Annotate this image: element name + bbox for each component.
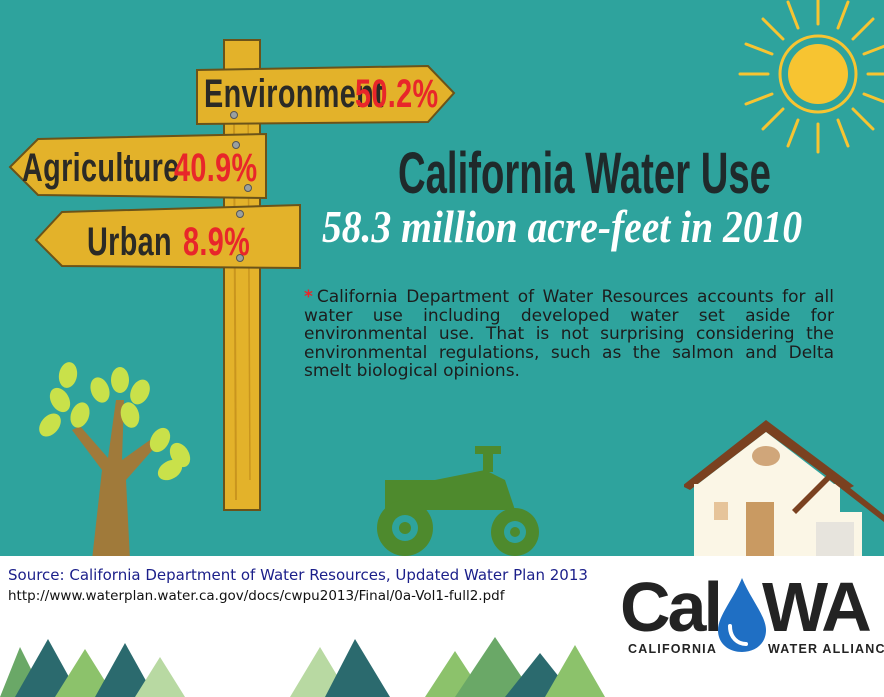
note-text: California Department of Water Resources… xyxy=(304,287,834,381)
sun-icon xyxy=(738,0,884,154)
logo-cal-text: Cal xyxy=(620,568,723,646)
sign-agriculture-label: Agriculture xyxy=(22,146,180,190)
sign-environment-label: Environment xyxy=(204,72,384,116)
source-url[interactable]: http://www.waterplan.water.ca.gov/docs/c… xyxy=(8,588,505,604)
house-icon xyxy=(684,420,884,556)
infographic-background: Environment 50.2% Agriculture 40.9% Urba… xyxy=(0,0,884,556)
page-title: California Water Use xyxy=(398,141,771,206)
logo-tagline-right: WATER ALLIANCE xyxy=(768,642,884,656)
signpost xyxy=(8,39,456,511)
explanatory-note: * California Department of Water Resource… xyxy=(304,288,834,381)
water-drop-icon xyxy=(718,578,766,652)
tree-icon xyxy=(39,362,191,556)
logo-tagline-left: CALIFORNIA xyxy=(628,642,718,656)
note-marker: * xyxy=(304,287,313,307)
source-citation: Source: California Department of Water R… xyxy=(8,566,588,584)
logo-wa-text: WA xyxy=(762,568,872,646)
sign-agriculture-value: 40.9% xyxy=(174,146,258,190)
sign-urban-value: 8.9% xyxy=(183,220,251,264)
sign-environment-value: 50.2% xyxy=(355,72,439,116)
sign-urban-label: Urban xyxy=(87,220,173,264)
tractor-icon xyxy=(377,446,539,556)
mountains xyxy=(0,637,605,697)
page-subtitle: 58.3 million acre-feet in 2010 xyxy=(322,201,803,252)
